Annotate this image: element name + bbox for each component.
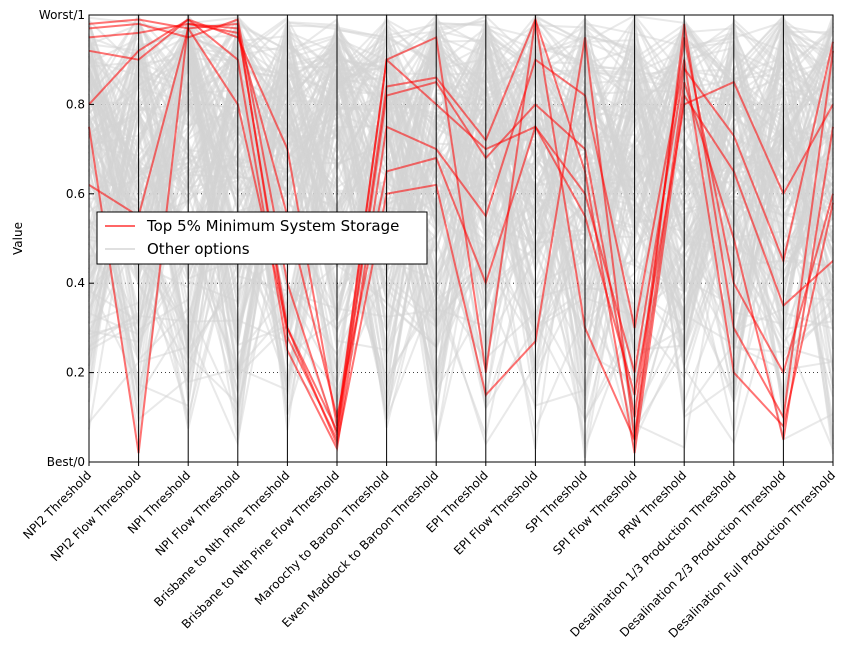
other-option-line [88,18,834,322]
other-option-line [88,12,834,359]
other-option-line [88,24,834,404]
other-option-line [88,28,834,392]
x-tick-label-9: EPI Flow Threshold [451,468,540,557]
y-tick-label-1: 0.2 [66,366,85,380]
top-storage-lines [88,15,834,454]
legend-label-other-options: Other options [147,240,250,258]
legend-label-top-storage: Top 5% Minimum System Storage [146,217,399,235]
other-option-line [88,16,834,298]
x-tick-label-11: SPI Flow Threshold [550,468,639,557]
y-tick-label-4: 0.8 [66,97,85,111]
top-storage-line-5 [88,22,834,418]
y-axis-label: Value [11,222,25,255]
other-option-line [88,15,834,445]
y-tick-label-3: 0.6 [66,187,85,201]
other-option-line [88,28,834,403]
other-option-line [88,18,834,371]
top-storage-line-4 [88,18,834,452]
x-tick-label-1: NPI2 Flow Threshold [48,468,144,564]
other-option-line [88,21,834,351]
y-tick-label-0: Best/0 [47,455,85,469]
legend: Top 5% Minimum System Storage Other opti… [96,211,428,265]
top-storage-line-6 [88,18,834,454]
other-option-line [88,26,834,415]
x-tick-label-3: NPI Flow Threshold [152,468,242,558]
y-tick-label-2: 0.4 [66,276,85,290]
y-tick-label-5: Worst/1 [39,8,85,22]
other-option-line [88,31,834,396]
legend-box [96,211,428,265]
other-option-line [88,97,834,358]
plot-frame [88,14,834,463]
other-option-line [88,20,834,352]
other-option-line [88,14,834,372]
y-axis-ticks: Best/0 0.2 0.4 0.6 0.8 Worst/1 [39,8,94,469]
other-option-line [88,34,834,397]
